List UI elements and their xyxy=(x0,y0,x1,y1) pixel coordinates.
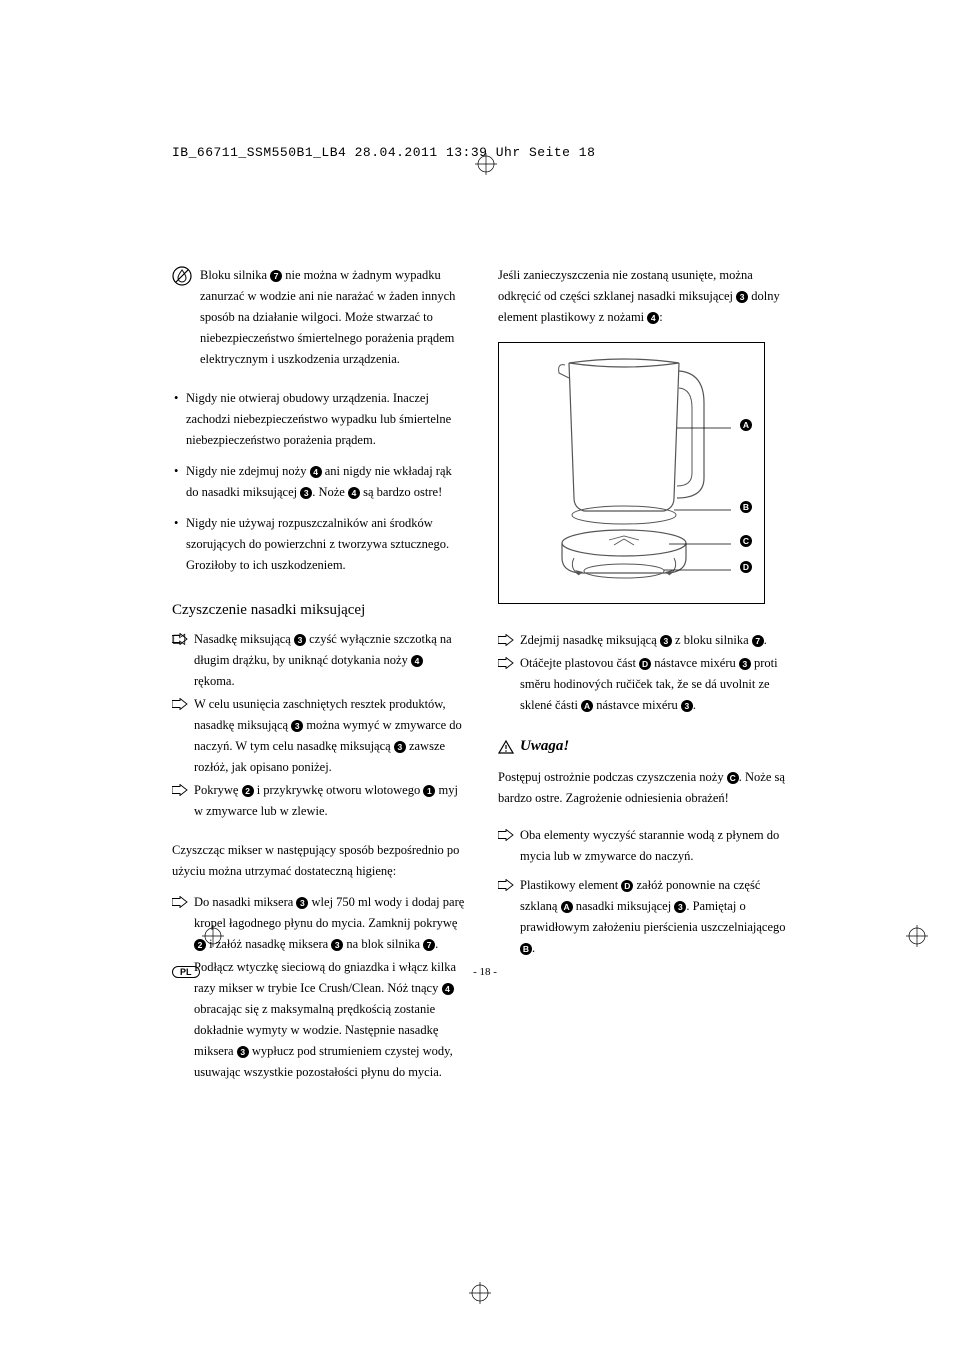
warning-heading: Uwaga! xyxy=(498,734,792,759)
crop-mark-icon xyxy=(469,1282,491,1309)
ref-7: 7 xyxy=(270,270,282,282)
ref-3: 3 xyxy=(237,1046,249,1058)
ref-d: D xyxy=(621,880,633,892)
ref-4: 4 xyxy=(310,466,322,478)
ref-1: 1 xyxy=(423,785,435,797)
ref-3: 3 xyxy=(331,939,343,951)
arrow-icon xyxy=(498,829,514,841)
warning-label: Uwaga! xyxy=(520,734,569,759)
fig-label-a: A xyxy=(740,419,752,431)
list-item: W celu usunięcia zaschniętych resztek pr… xyxy=(172,694,466,778)
ref-7: 7 xyxy=(752,635,764,647)
fig-label-b: B xyxy=(740,501,752,513)
warning-triangle-icon xyxy=(498,740,514,754)
ref-7: 7 xyxy=(423,939,435,951)
ref-3: 3 xyxy=(660,635,672,647)
safety-bullets: Nigdy nie otwieraj obudowy urządzenia. I… xyxy=(172,388,466,576)
ref-a: A xyxy=(581,700,593,712)
crop-mark-icon xyxy=(906,925,928,952)
ref-3: 3 xyxy=(296,897,308,909)
ref-d: D xyxy=(639,658,651,670)
page-footer: PL - 18 - xyxy=(172,966,798,978)
list-item: Zdejmij nasadkę miksującą 3 z bloku siln… xyxy=(498,630,792,651)
crop-mark-icon xyxy=(475,153,497,179)
fig-label-d: D xyxy=(740,561,752,573)
ref-b: B xyxy=(520,943,532,955)
arrow-icon xyxy=(172,698,188,710)
header-text: IB_66711_SSM550B1_LB4 28.04.2011 13:39 U… xyxy=(172,145,595,160)
arrow-icon xyxy=(172,633,188,645)
no-water-icon xyxy=(172,266,192,370)
ref-3: 3 xyxy=(739,658,751,670)
print-header: IB_66711_SSM550B1_LB4 28.04.2011 13:39 U… xyxy=(172,145,798,160)
crop-mark-icon xyxy=(202,925,224,952)
ref-4: 4 xyxy=(442,983,454,995)
cleaning-steps-1: Nasadkę miksującą 3 czyść wyłącznie szcz… xyxy=(172,629,466,822)
danger-text: Bloku silnika 7 nie można w żadnym wypad… xyxy=(200,265,466,370)
danger-block: Bloku silnika 7 nie można w żadnym wypad… xyxy=(172,265,466,370)
blender-diagram: A B C D xyxy=(498,342,765,604)
arrow-icon xyxy=(498,657,514,669)
arrow-icon xyxy=(172,784,188,796)
ref-a: A xyxy=(561,901,573,913)
blender-svg xyxy=(499,343,764,603)
ref-3: 3 xyxy=(736,291,748,303)
ref-2: 2 xyxy=(242,785,254,797)
page-number: - 18 - xyxy=(473,966,497,978)
ref-3: 3 xyxy=(294,634,306,646)
arrow-icon xyxy=(498,879,514,891)
list-item: Oba elementy wyczyść starannie wodą z pł… xyxy=(498,825,792,867)
list-item: Otáčejte plastovou část D nástavce mixér… xyxy=(498,653,792,716)
list-item: Nigdy nie używaj rozpuszczalników ani śr… xyxy=(172,513,466,576)
ref-4: 4 xyxy=(647,312,659,324)
ref-3: 3 xyxy=(674,901,686,913)
disassembly-steps: Zdejmij nasadkę miksującą 3 z bloku siln… xyxy=(498,630,792,716)
warning-text: Postępuj ostrożnie podczas czyszczenia n… xyxy=(498,767,792,809)
ref-3: 3 xyxy=(681,700,693,712)
list-item: Pokrywę 2 i przykrywkę otworu wlotowego … xyxy=(172,780,466,822)
hygiene-intro: Czyszcząc mikser w następujący sposób be… xyxy=(172,840,466,882)
reassembly-steps: Oba elementy wyczyść starannie wodą z pł… xyxy=(498,825,792,959)
disassembly-intro: Jeśli zanieczyszczenia nie zostaną usuni… xyxy=(498,265,792,328)
ref-4: 4 xyxy=(348,487,360,499)
arrow-icon xyxy=(498,634,514,646)
list-item: Nigdy nie zdejmuj noży 4 ani nigdy nie w… xyxy=(172,461,466,503)
language-badge: PL xyxy=(172,966,200,978)
ref-3: 3 xyxy=(394,741,406,753)
list-item: Nasadkę miksującą 3 czyść wyłącznie szcz… xyxy=(172,629,466,692)
ref-c: C xyxy=(727,772,739,784)
ref-3: 3 xyxy=(291,720,303,732)
cleaning-heading: Czyszczenie nasadki miksującej xyxy=(172,598,466,623)
list-item: Plastikowy element D załóż ponownie na c… xyxy=(498,875,792,959)
manual-page: IB_66711_SSM550B1_LB4 28.04.2011 13:39 U… xyxy=(172,145,798,1093)
ref-3: 3 xyxy=(300,487,312,499)
list-item: Nigdy nie otwieraj obudowy urządzenia. I… xyxy=(172,388,466,451)
fig-label-c: C xyxy=(740,535,752,547)
ref-4: 4 xyxy=(411,655,423,667)
arrow-icon xyxy=(172,896,188,908)
